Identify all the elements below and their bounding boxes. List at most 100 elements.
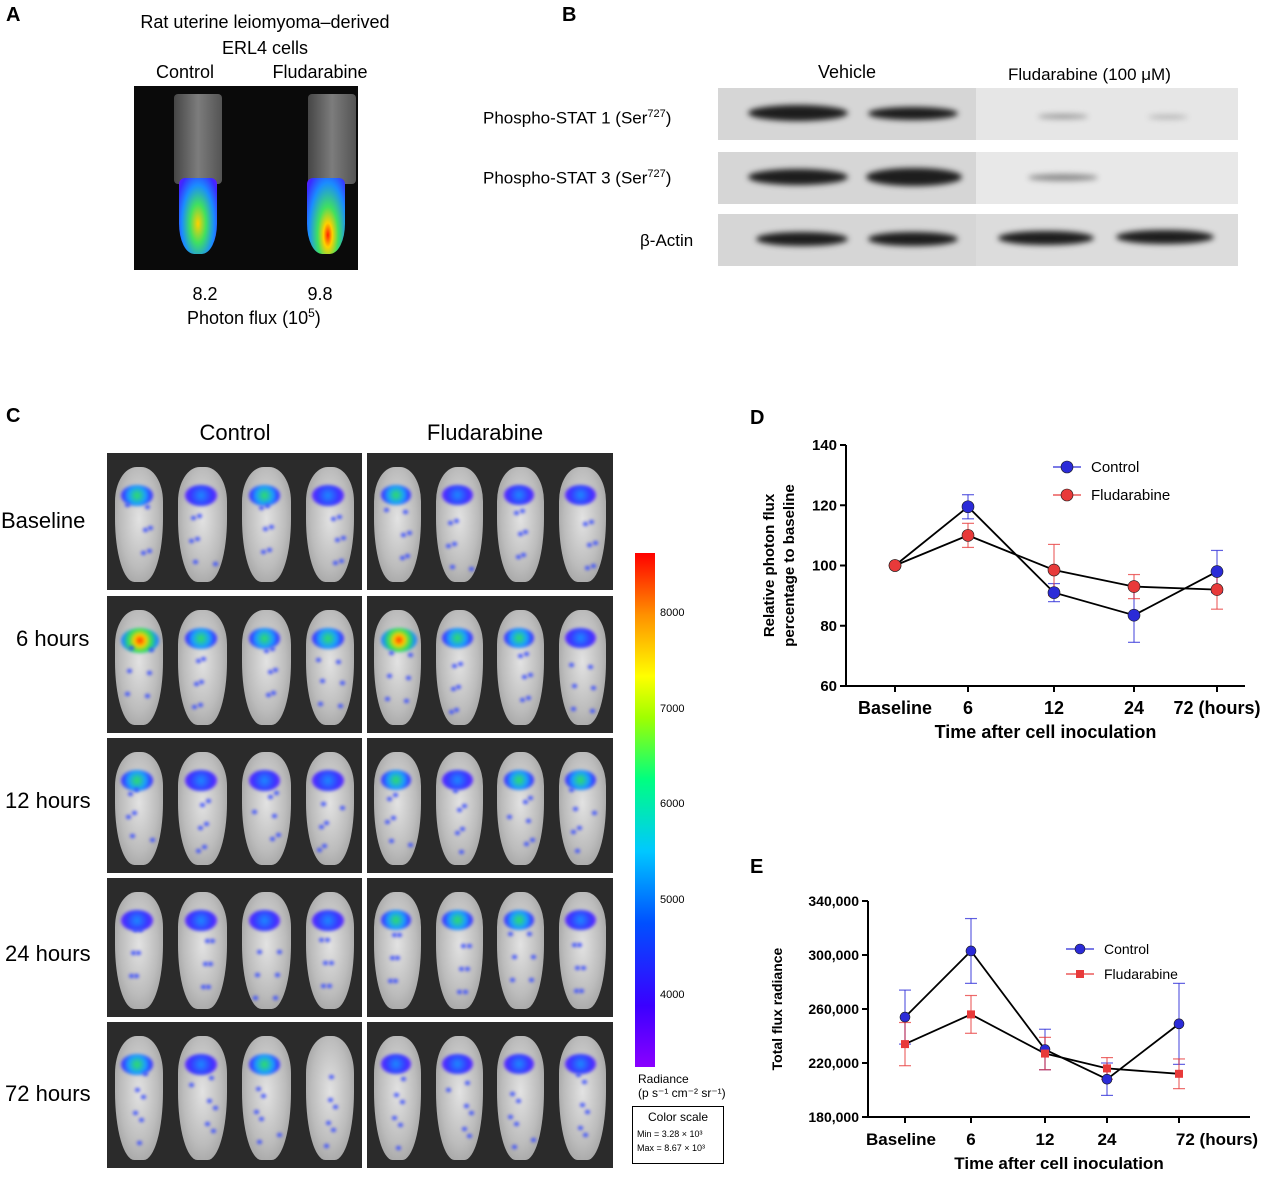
mouse-image-panel (107, 1022, 362, 1168)
signal-speckle (397, 1123, 403, 1127)
series-line-control (894, 505, 1218, 617)
signal-speckle (189, 539, 195, 543)
tube-fludarabine-signal (307, 178, 345, 254)
signal-speckle (324, 821, 330, 825)
signal-speckle (515, 555, 521, 559)
panel-c-row-6h: 6 hours (16, 626, 90, 651)
signal-speckle (196, 849, 202, 853)
signal-speckle (189, 1083, 195, 1087)
signal-speckle (408, 843, 414, 847)
signal-speckle (407, 653, 413, 657)
bioluminescence-signal (380, 770, 412, 790)
panel-b-col-vehicle: Vehicle (818, 62, 877, 82)
signal-speckle (518, 654, 524, 658)
y-tick-label: 300,000 (808, 947, 859, 963)
signal-speckle (127, 669, 133, 673)
mouse-silhouette (558, 752, 606, 865)
radiance-label: Radiance (638, 1072, 689, 1086)
signal-speckle (389, 839, 395, 843)
signal-speckle (386, 674, 392, 678)
y-tick-label: 60 (820, 678, 837, 695)
band (1028, 174, 1098, 181)
x-tick-label: 72 (hours) (1176, 1130, 1258, 1149)
signal-speckle (448, 710, 454, 714)
signal-speckle (199, 680, 205, 684)
signal-speckle (201, 845, 207, 849)
signal-speckle (577, 943, 583, 947)
bioluminescence-signal (442, 628, 473, 648)
signal-speckle (391, 933, 397, 937)
signal-speckle (331, 1128, 337, 1132)
bioluminescence-signal (503, 770, 535, 790)
colorbar-tick: 5000 (660, 894, 685, 906)
signal-speckle (387, 797, 393, 801)
signal-speckle (509, 978, 515, 982)
signal-speckle (210, 1129, 216, 1133)
signal-speckle (592, 811, 598, 815)
bioluminescence-signal (380, 910, 412, 930)
signal-speckle (572, 684, 578, 688)
signal-speckle (339, 559, 345, 563)
signal-speckle (390, 816, 396, 820)
signal-speckle (462, 990, 468, 994)
legend-marker-fludarabine (1076, 970, 1084, 978)
signal-speckle (316, 848, 322, 852)
bioluminescence-signal (442, 910, 473, 930)
signal-speckle (212, 1106, 218, 1110)
signal-speckle (467, 1134, 473, 1138)
signal-speckle (191, 705, 197, 709)
legend-marker-control (1074, 943, 1086, 955)
panel-a-value-control: 8.2 (192, 284, 218, 304)
mouse-image-panel (367, 878, 613, 1017)
signal-speckle (335, 538, 341, 542)
signal-speckle (328, 961, 334, 965)
signal-speckle (323, 1144, 329, 1148)
signal-speckle (454, 831, 460, 835)
signal-speckle (208, 962, 214, 966)
signal-speckle (128, 792, 134, 796)
bioluminescence-signal (503, 628, 535, 648)
band (1038, 114, 1088, 119)
signal-speckle (253, 1110, 259, 1114)
radiance-units: (p s⁻¹ cm⁻² sr⁻¹) (638, 1086, 726, 1100)
bioluminescence-signal (312, 628, 345, 649)
signal-speckle (395, 1146, 401, 1150)
signal-speckle (267, 670, 273, 674)
color-scale-min: Min = 3.28 × 10³ (637, 1129, 703, 1139)
signal-speckle (195, 659, 201, 663)
signal-speckle (318, 702, 323, 706)
signal-speckle (579, 989, 585, 993)
bioluminescence-signal (121, 485, 153, 506)
signal-speckle (460, 827, 466, 831)
signal-speckle (270, 837, 276, 841)
signal-speckle (451, 542, 457, 546)
mouse-image-panel (367, 1022, 613, 1168)
signal-speckle (202, 962, 208, 966)
signal-speckle (198, 826, 204, 830)
data-point-control (961, 500, 975, 514)
signal-speckle (590, 564, 596, 568)
signal-speckle (576, 1073, 582, 1077)
signal-speckle (529, 838, 535, 842)
legend-label-fludarabine: Fludarabine (1091, 487, 1170, 504)
signal-speckle (126, 815, 132, 819)
signal-speckle (331, 517, 337, 521)
signal-speckle (329, 1075, 335, 1079)
mouse-image-panel (107, 596, 362, 733)
signal-speckle (394, 1093, 400, 1097)
signal-speckle (205, 1122, 211, 1126)
signal-speckle (574, 849, 580, 853)
signal-speckle (210, 939, 216, 943)
signal-speckle (528, 796, 534, 800)
tube-control-signal (179, 178, 217, 254)
signal-speckle (326, 984, 332, 988)
signal-speckle (133, 1111, 139, 1115)
mouse-silhouette (242, 752, 291, 865)
signal-speckle (272, 996, 278, 1000)
signal-speckle (384, 508, 390, 512)
signal-speckle (525, 696, 531, 700)
signal-speckle (124, 503, 130, 507)
mouse-silhouette (374, 752, 422, 865)
band (1148, 115, 1188, 119)
signal-speckle (265, 504, 271, 508)
